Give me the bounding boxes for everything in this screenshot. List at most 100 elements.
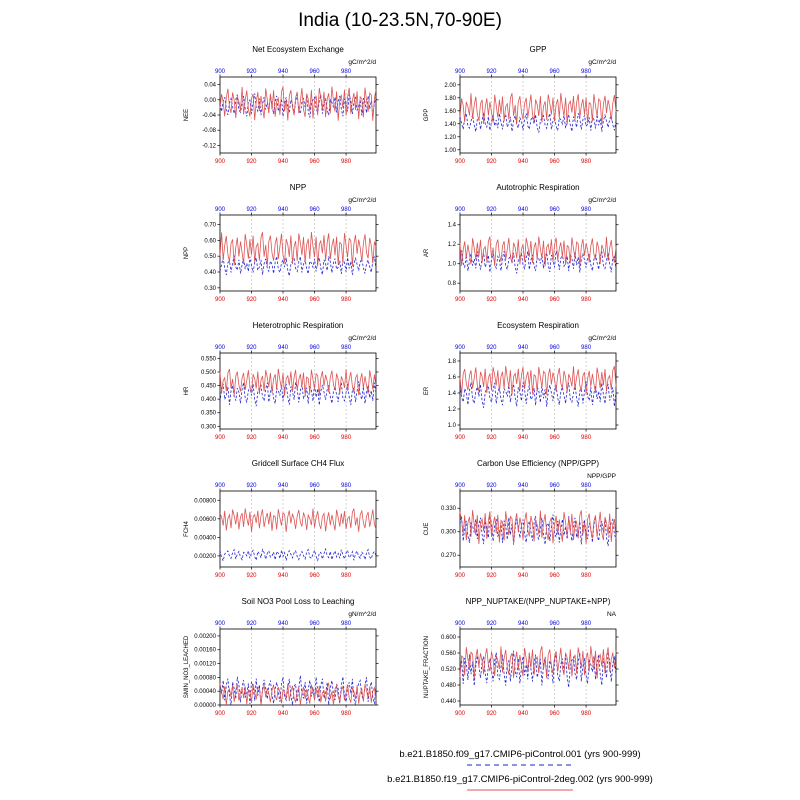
- gridlines: [251, 491, 347, 567]
- svg-text:960: 960: [310, 69, 321, 75]
- svg-text:0.00080: 0.00080: [194, 675, 216, 681]
- svg-text:0.330: 0.330: [441, 506, 457, 512]
- y-tick-labels: 0.04 0.00 -0.04 -0.08 -0.12: [202, 83, 216, 150]
- svg-text:gC/m^2/d: gC/m^2/d: [588, 335, 616, 342]
- svg-text:980: 980: [341, 207, 352, 213]
- chart-plot: gC/m^2/d 900 920 940 960 980 900 920 940 960 980 0.…: [184, 335, 379, 441]
- chart-hr: Heterotrophic Respiration gC/m^2/d 900 920 9…: [180, 320, 380, 449]
- svg-text:980: 980: [581, 159, 592, 165]
- charts-grid: Net Ecosystem Exchange gC/m^2/d 900 920 940 9…: [180, 44, 620, 725]
- svg-text:940: 940: [278, 159, 289, 165]
- svg-text:960: 960: [310, 573, 321, 579]
- svg-text:940: 940: [518, 435, 529, 441]
- svg-text:1.6: 1.6: [448, 375, 457, 381]
- chart-title: NPP: [289, 183, 307, 192]
- series-line-control: [459, 381, 617, 408]
- legend-label-2deg: b.e21.B1850.f19_g17.CMIP6-piControl-2deg…: [387, 774, 653, 785]
- svg-text:920: 920: [247, 207, 258, 213]
- series-line-2deg: [459, 646, 617, 679]
- svg-text:920: 920: [487, 573, 498, 579]
- svg-text:NA: NA: [607, 611, 617, 618]
- x-tick-labels-top: 900 920 940 960 980: [215, 345, 352, 351]
- svg-text:-0.08: -0.08: [202, 128, 216, 134]
- series-line-control: [459, 112, 617, 133]
- svg-text:1.0: 1.0: [448, 423, 457, 429]
- svg-text:960: 960: [310, 435, 321, 441]
- x-tick-labels-top: 900 920 940 960 980: [215, 69, 352, 75]
- series-line-2deg: [219, 231, 377, 267]
- svg-text:920: 920: [487, 207, 498, 213]
- y-tick-labels: 0.00800 0.00600 0.00400 0.00200: [194, 498, 216, 560]
- svg-text:0.00160: 0.00160: [194, 648, 216, 654]
- svg-text:960: 960: [550, 297, 561, 303]
- series-line-control: [459, 650, 617, 688]
- chart-plot: gC/m^2/d 900 920 940 960 980 900 920 940 960 980 1.…: [424, 197, 619, 303]
- svg-text:1.80: 1.80: [444, 96, 456, 102]
- svg-text:980: 980: [341, 711, 352, 717]
- chart-er: Ecosystem Respiration gC/m^2/d 900 920 940 96…: [420, 320, 620, 449]
- svg-text:940: 940: [278, 69, 289, 75]
- svg-text:NEE: NEE: [184, 109, 190, 121]
- series-lines: [219, 675, 377, 706]
- series-lines: [219, 231, 377, 277]
- svg-text:980: 980: [341, 435, 352, 441]
- series-line-control: [219, 381, 377, 407]
- svg-text:960: 960: [550, 573, 561, 579]
- svg-text:920: 920: [247, 621, 258, 627]
- svg-text:0.550: 0.550: [201, 356, 217, 362]
- svg-text:0.300: 0.300: [201, 424, 217, 430]
- gridlines: [491, 215, 587, 291]
- svg-text:940: 940: [518, 159, 529, 165]
- svg-text:0.50: 0.50: [204, 254, 216, 260]
- svg-text:0.480: 0.480: [441, 683, 457, 689]
- svg-text:920: 920: [247, 435, 258, 441]
- svg-text:960: 960: [550, 69, 561, 75]
- svg-text:1.4: 1.4: [448, 223, 457, 229]
- svg-text:960: 960: [550, 159, 561, 165]
- x-tick-labels-bottom: 900 920 940 960 980: [455, 159, 592, 165]
- svg-text:gC/m^2/d: gC/m^2/d: [348, 59, 376, 66]
- svg-text:980: 980: [341, 69, 352, 75]
- svg-text:920: 920: [247, 69, 258, 75]
- svg-text:960: 960: [310, 621, 321, 627]
- svg-text:900: 900: [215, 159, 226, 165]
- svg-text:FCH4: FCH4: [184, 521, 190, 537]
- series-line-2deg: [219, 368, 377, 396]
- x-tick-labels-top: 900 920 940 960 980: [215, 483, 352, 489]
- svg-text:960: 960: [310, 345, 321, 351]
- svg-text:960: 960: [550, 345, 561, 351]
- svg-text:940: 940: [518, 345, 529, 351]
- svg-text:920: 920: [487, 483, 498, 489]
- svg-text:0.600: 0.600: [441, 635, 457, 641]
- svg-text:0.40: 0.40: [204, 270, 216, 276]
- chart-smin-no3-leached: Soil NO3 Pool Loss to Leaching gN/m^2/d 90…: [180, 596, 380, 725]
- svg-text:900: 900: [455, 69, 466, 75]
- svg-text:920: 920: [247, 159, 258, 165]
- svg-text:900: 900: [215, 435, 226, 441]
- svg-text:0.00600: 0.00600: [194, 517, 216, 523]
- svg-text:NUPTAKE_FRACTION: NUPTAKE_FRACTION: [424, 636, 430, 698]
- svg-text:980: 980: [341, 573, 352, 579]
- svg-text:ER: ER: [424, 386, 430, 395]
- svg-text:980: 980: [581, 573, 592, 579]
- chart-title: Net Ecosystem Exchange: [252, 45, 344, 54]
- legend-item-2deg: b.e21.B1850.f19_g17.CMIP6-piControl-2deg…: [330, 774, 710, 793]
- svg-text:1.00: 1.00: [444, 148, 456, 154]
- svg-text:900: 900: [455, 297, 466, 303]
- x-tick-labels-bottom: 900 920 940 960 980: [215, 159, 352, 165]
- x-tick-labels-top: 900 920 940 960 980: [215, 207, 352, 213]
- chart-title: Gridcell Surface CH4 Flux: [251, 459, 345, 468]
- svg-text:940: 940: [278, 621, 289, 627]
- svg-text:940: 940: [278, 207, 289, 213]
- svg-text:940: 940: [278, 435, 289, 441]
- svg-text:940: 940: [278, 711, 289, 717]
- svg-text:0.04: 0.04: [204, 83, 216, 89]
- svg-text:0.8: 0.8: [448, 281, 457, 287]
- svg-text:900: 900: [455, 207, 466, 213]
- svg-text:HR: HR: [184, 386, 190, 395]
- svg-text:0.350: 0.350: [201, 411, 217, 417]
- svg-text:980: 980: [581, 483, 592, 489]
- svg-text:900: 900: [455, 573, 466, 579]
- x-tick-labels-bottom: 900 920 940 960 980: [455, 573, 592, 579]
- svg-text:940: 940: [518, 621, 529, 627]
